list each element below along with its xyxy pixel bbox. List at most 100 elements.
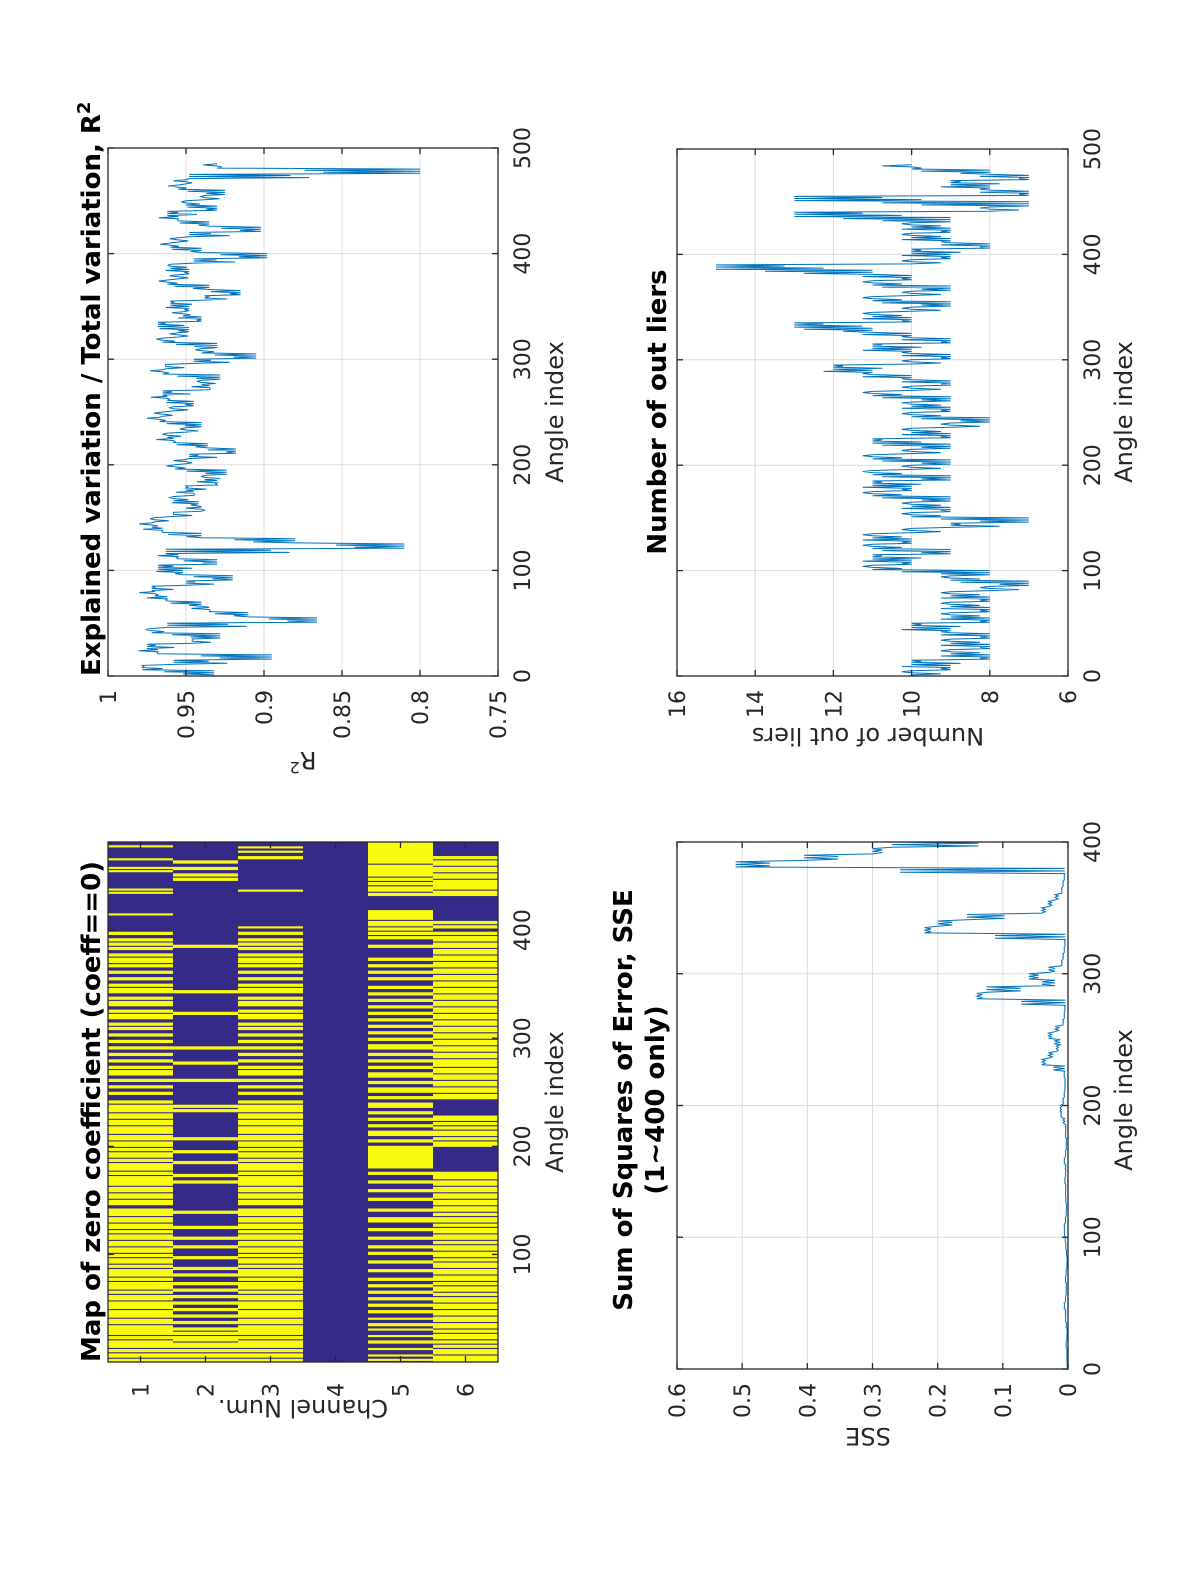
r2-value-tick-label: 0.9 <box>253 690 278 725</box>
r-squared-series-line <box>138 163 421 676</box>
heatmap-cell-zero <box>368 1145 433 1169</box>
heatmap-cell-zero <box>238 1113 303 1119</box>
heatmap-channel-tick-label: 1 <box>130 1383 155 1397</box>
heatmap-cell-zero <box>433 1303 498 1310</box>
heatmap-cell-zero <box>368 1111 433 1115</box>
r-squared-title: Explained variation / Total variation, R… <box>74 102 107 676</box>
heatmap-cell-zero <box>433 1245 498 1251</box>
heatmap-cell-zero <box>433 873 498 879</box>
sse-panel: 0.6 0.5 0.4 0.3 0.2 0.1 0 0 100 200 300 400 Sum of … <box>609 821 1138 1450</box>
heatmap-cell-zero <box>238 987 303 994</box>
heatmap-cell-zero <box>238 1301 303 1310</box>
heatmap-cell-zero <box>238 1208 303 1217</box>
heatmap-cell-zero <box>238 1119 303 1126</box>
outliers-title: Number of out liers <box>643 269 673 554</box>
r2-value-tick-label: 0.75 <box>487 690 512 739</box>
heatmap-cell-zero <box>173 1349 238 1353</box>
heatmap-cell-zero <box>368 1018 433 1022</box>
heatmap-cell-zero <box>368 1328 433 1331</box>
heatmap-cell-zero <box>433 931 498 935</box>
heatmap-cell-zero <box>368 892 433 897</box>
outliers-grid <box>677 149 1068 676</box>
heatmap-cell-zero <box>108 931 173 935</box>
heatmap-cell-zero <box>108 946 173 951</box>
heatmap-cell-zero <box>108 942 173 946</box>
heatmap-cell-zero <box>108 1163 173 1171</box>
heatmap-cell-zero <box>368 1171 433 1175</box>
heatmap-cell-zero <box>108 1078 173 1082</box>
heatmap-cell-zero <box>433 1171 498 1180</box>
heatmap-cell-zero <box>368 910 433 920</box>
heatmap-cell-zero <box>238 1176 303 1186</box>
heatmap-cell-zero <box>238 942 303 946</box>
heatmap-cell-zero <box>368 1037 433 1041</box>
heatmap-cell-zero <box>433 1137 498 1141</box>
heatmap-cell-zero <box>238 996 303 1000</box>
out-value-tick-label: 10 <box>901 690 926 718</box>
heatmap-cell-zero <box>368 992 433 996</box>
heatmap-cell-zero <box>433 1059 498 1067</box>
heatmap-cell-zero <box>173 1282 238 1286</box>
sse-subtitle: (1~400 only) <box>641 1005 671 1194</box>
sse-value-tick-label: 0.2 <box>927 1383 952 1418</box>
heatmap-cell-zero <box>108 1119 173 1126</box>
heatmap-cell-zero <box>108 1091 173 1095</box>
heatmap-cell-zero <box>433 1234 498 1240</box>
heatmap-cell-zero <box>368 1217 433 1223</box>
sse-angle-tick-label: 300 <box>1081 953 1106 995</box>
heatmap-cell-zero <box>433 1269 498 1275</box>
heatmap-cell-zero <box>238 1253 303 1258</box>
heatmap-cell-zero <box>433 1093 498 1100</box>
heatmap-ylabel: Channel Num. <box>218 1394 388 1422</box>
heatmap-cell-zero <box>108 1230 173 1234</box>
heatmap-cell-zero <box>108 1217 173 1223</box>
heatmap-cell-zero <box>368 1180 433 1184</box>
heatmap-cell-zero <box>368 985 433 990</box>
sse-grid <box>677 842 1068 1369</box>
heatmap-cell-zero <box>433 1186 498 1193</box>
heatmap-cell-zero <box>238 856 303 860</box>
heatmap-cell-zero <box>108 1039 173 1044</box>
r2-angle-tick-label: 100 <box>511 549 536 591</box>
heatmap-cell-zero <box>433 942 498 948</box>
heatmap-cell-zero <box>238 1217 303 1223</box>
heatmap-cell-zero <box>433 1130 498 1137</box>
heatmap-cell-zero <box>433 949 498 955</box>
heatmap-cell-zero <box>433 1227 498 1234</box>
heatmap-cell-zero <box>238 1240 303 1247</box>
heatmap-cell-zero <box>368 970 433 974</box>
heatmap-cell-zero <box>238 850 303 853</box>
heatmap-cell-zero <box>238 977 303 981</box>
heatmap-cell-zero <box>173 1307 238 1312</box>
heatmap-cell-zero <box>368 1354 433 1357</box>
heatmap-cell-zero <box>433 974 498 981</box>
heatmap-cell-zero <box>108 1234 173 1240</box>
heatmap-cell-zero <box>433 856 498 860</box>
r2-angle-tick-label: 0 <box>511 669 536 683</box>
heatmap-cell-zero <box>173 860 238 864</box>
heatmap-cell-zero <box>238 1039 303 1044</box>
heatmap-cell-zero <box>433 1262 498 1268</box>
heatmap-cell-zero <box>238 1085 303 1089</box>
heatmap-cell-zero <box>108 1065 173 1070</box>
heatmap-cell-zero <box>368 1189 433 1193</box>
heatmap-cell-zero <box>433 1217 498 1223</box>
heatmap-cell-zero <box>108 870 173 873</box>
heatmap-channel-tick-label: 4 <box>325 1383 350 1397</box>
heatmap-cell-zero <box>368 931 433 935</box>
heatmap-cell-zero <box>173 866 238 871</box>
heatmap-cell-zero <box>108 1126 173 1134</box>
heatmap-cell-zero <box>173 1236 238 1240</box>
heatmap-cell-zero <box>238 1009 303 1013</box>
heatmap-cell-zero <box>108 1046 173 1050</box>
heatmap-cell-zero <box>368 1227 433 1232</box>
heatmap-cell-zero <box>433 860 498 866</box>
heatmap-cell-zero <box>368 1080 433 1085</box>
heatmap-cell-zero <box>238 1104 303 1113</box>
heatmap-ticks: 1 2 3 4 5 6 100 200 300 400 <box>108 842 536 1397</box>
heatmap-channel-tick-label: 3 <box>260 1383 285 1397</box>
heatmap-cell-zero <box>108 1310 173 1318</box>
r-squared-title-text: Explained variation / Total variation, R <box>77 114 107 676</box>
heatmap-cell-zero <box>368 1124 433 1128</box>
r-squared-ylabel-text: R <box>300 746 317 774</box>
